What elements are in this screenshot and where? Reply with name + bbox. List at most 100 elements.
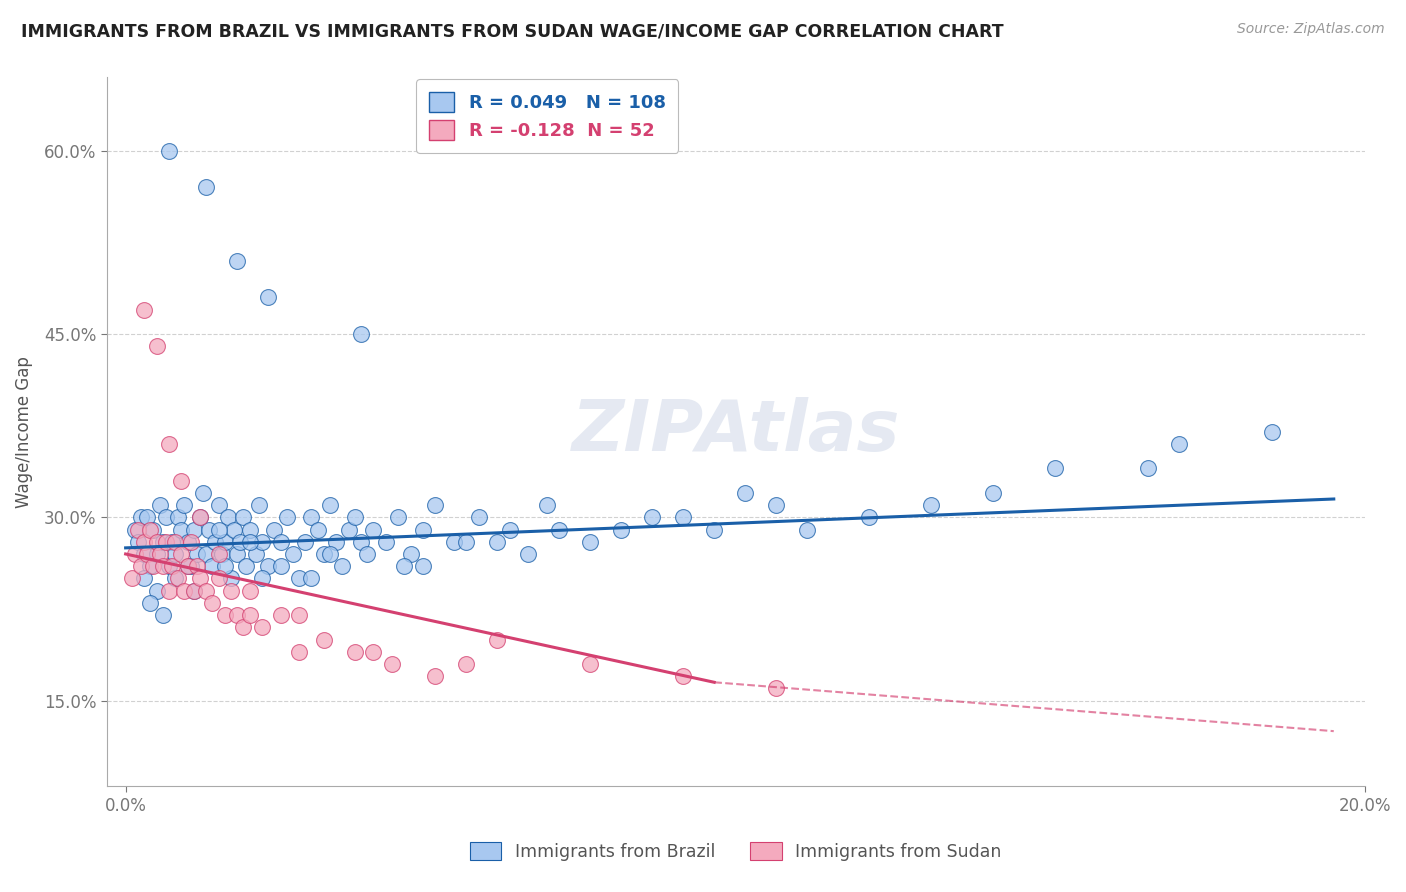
Point (149, 547, 172, 561)
Point (139, 559, 162, 574)
Point (394, 559, 416, 574)
Point (183, 583, 205, 598)
Point (214, 534, 236, 549)
Point (579, 534, 602, 549)
Point (350, 326, 373, 341)
Point (235, 559, 257, 574)
Point (157, 583, 180, 598)
Point (232, 510, 254, 524)
Point (139, 596, 162, 610)
Point (127, 534, 149, 549)
Point (343, 645, 366, 659)
Point (356, 547, 378, 561)
Point (183, 523, 205, 537)
Point (211, 547, 233, 561)
Point (238, 534, 260, 549)
Point (188, 510, 211, 524)
Point (124, 523, 146, 537)
Point (276, 510, 298, 524)
Point (176, 534, 198, 549)
Point (238, 583, 260, 598)
Point (387, 510, 409, 524)
Point (288, 608, 311, 623)
Point (201, 596, 224, 610)
Text: IMMIGRANTS FROM BRAZIL VS IMMIGRANTS FROM SUDAN WAGE/INCOME GAP CORRELATION CHAR: IMMIGRANTS FROM BRAZIL VS IMMIGRANTS FRO… (21, 22, 1004, 40)
Point (136, 510, 159, 524)
Point (155, 534, 177, 549)
Point (270, 534, 292, 549)
Point (188, 510, 211, 524)
Text: Source: ZipAtlas.com: Source: ZipAtlas.com (1237, 22, 1385, 37)
Point (204, 534, 226, 549)
Point (399, 547, 422, 561)
Point (180, 559, 202, 574)
Point (180, 534, 202, 549)
Legend: Immigrants from Brazil, Immigrants from Sudan: Immigrants from Brazil, Immigrants from … (461, 833, 1011, 870)
Point (412, 523, 434, 537)
Point (641, 510, 664, 524)
Point (294, 534, 316, 549)
Point (214, 608, 236, 623)
Point (145, 339, 167, 353)
Point (412, 559, 434, 574)
Point (167, 571, 190, 585)
Point (981, 486, 1004, 500)
Point (270, 608, 292, 623)
Point (325, 534, 347, 549)
Point (257, 290, 280, 304)
Point (226, 608, 249, 623)
Point (222, 523, 245, 537)
Point (381, 657, 404, 671)
Point (672, 669, 695, 683)
Point (152, 534, 174, 549)
Point (610, 523, 633, 537)
Point (195, 180, 218, 194)
Point (250, 534, 273, 549)
Point (207, 523, 229, 537)
Point (129, 510, 152, 524)
Point (499, 523, 522, 537)
Point (425, 498, 447, 512)
Point (129, 559, 152, 574)
Point (165, 547, 187, 561)
Point (486, 632, 509, 647)
Point (134, 571, 156, 585)
Point (307, 523, 329, 537)
Point (170, 474, 193, 488)
Point (157, 437, 180, 451)
Point (127, 523, 149, 537)
Point (167, 510, 190, 524)
Point (238, 608, 260, 623)
Point (195, 583, 218, 598)
Point (734, 486, 756, 500)
Point (579, 657, 602, 671)
Point (232, 620, 254, 634)
Point (217, 510, 239, 524)
Point (186, 559, 208, 574)
Point (301, 571, 323, 585)
Point (920, 498, 942, 512)
Point (288, 645, 311, 659)
Point (536, 498, 558, 512)
Point (170, 523, 193, 537)
Point (201, 559, 224, 574)
Point (226, 547, 249, 561)
Point (160, 559, 183, 574)
Point (136, 547, 159, 561)
Point (219, 583, 242, 598)
Point (548, 523, 571, 537)
Point (796, 523, 818, 537)
Point (301, 510, 323, 524)
Point (145, 547, 167, 561)
Point (363, 523, 385, 537)
Point (198, 523, 221, 537)
Point (765, 498, 787, 512)
Point (425, 669, 447, 683)
Point (319, 547, 342, 561)
Point (207, 571, 229, 585)
Point (157, 559, 180, 574)
Point (319, 498, 342, 512)
Point (456, 534, 478, 549)
Point (343, 510, 366, 524)
Point (134, 547, 156, 561)
